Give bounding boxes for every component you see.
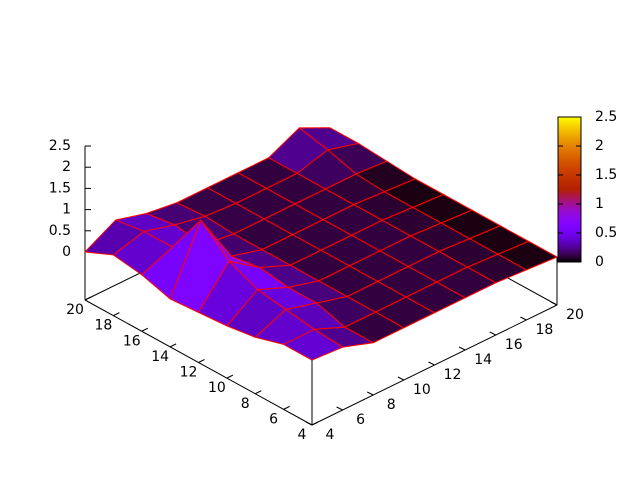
- x-tick-label: 4: [326, 427, 335, 443]
- y-tick-label: 6: [269, 411, 278, 427]
- colorbar-tick-label: 2: [595, 138, 604, 154]
- surface-face: [283, 328, 344, 361]
- x-tick: [397, 376, 405, 381]
- x-tick-label: 10: [413, 382, 431, 398]
- x-tick-label: 16: [505, 337, 523, 353]
- y-tick: [169, 343, 177, 348]
- x-tick-label: 18: [535, 322, 553, 338]
- y-tick: [198, 359, 205, 363]
- z-tick-label: 2: [62, 159, 71, 175]
- z-tick-label: 0: [62, 244, 71, 260]
- y-tick: [226, 374, 234, 379]
- y-tick: [283, 405, 290, 410]
- z-tick-label: 2.5: [49, 138, 71, 154]
- z-tick-label: 1.5: [49, 180, 71, 196]
- x-tick: [458, 346, 466, 351]
- y-tick-label: 20: [66, 302, 84, 318]
- y-tick-label: 16: [123, 333, 141, 349]
- x-tick-label: 8: [387, 397, 396, 413]
- x-tick-label: 6: [356, 412, 365, 428]
- y-tick: [311, 421, 319, 426]
- colorbar: [557, 116, 582, 263]
- y-tick: [255, 390, 262, 395]
- y-tick-label: 18: [94, 318, 112, 334]
- x-tick-label: 14: [474, 352, 492, 368]
- x-tick-label: 12: [444, 367, 462, 383]
- colorbar-tick-label: 1.5: [595, 167, 617, 183]
- y-tick: [113, 312, 120, 317]
- colorbar-tick-label: 0: [595, 254, 604, 270]
- colorbar-tick-label: 2.5: [595, 109, 617, 125]
- y-tick-label: 4: [298, 427, 307, 443]
- x-tick: [520, 316, 527, 321]
- x-tick: [428, 361, 435, 366]
- x-tick: [489, 331, 496, 336]
- x-tick: [305, 421, 313, 426]
- y-tick-label: 14: [151, 349, 169, 365]
- x-tick-label: 20: [566, 307, 584, 323]
- x-tick: [336, 406, 343, 411]
- y-tick-label: 10: [208, 380, 226, 396]
- z-tick-label: 1: [62, 202, 71, 218]
- colorbar-tick-label: 1: [595, 196, 604, 212]
- x-tick: [550, 301, 558, 306]
- x-tick: [367, 391, 374, 396]
- y-tick: [84, 296, 92, 301]
- y-tick-label: 8: [241, 396, 250, 412]
- colorbar-tick-label: 0.5: [595, 225, 617, 241]
- y-tick: [141, 327, 148, 332]
- z-tick-label: 0.5: [49, 223, 71, 239]
- y-tick-label: 12: [180, 365, 198, 381]
